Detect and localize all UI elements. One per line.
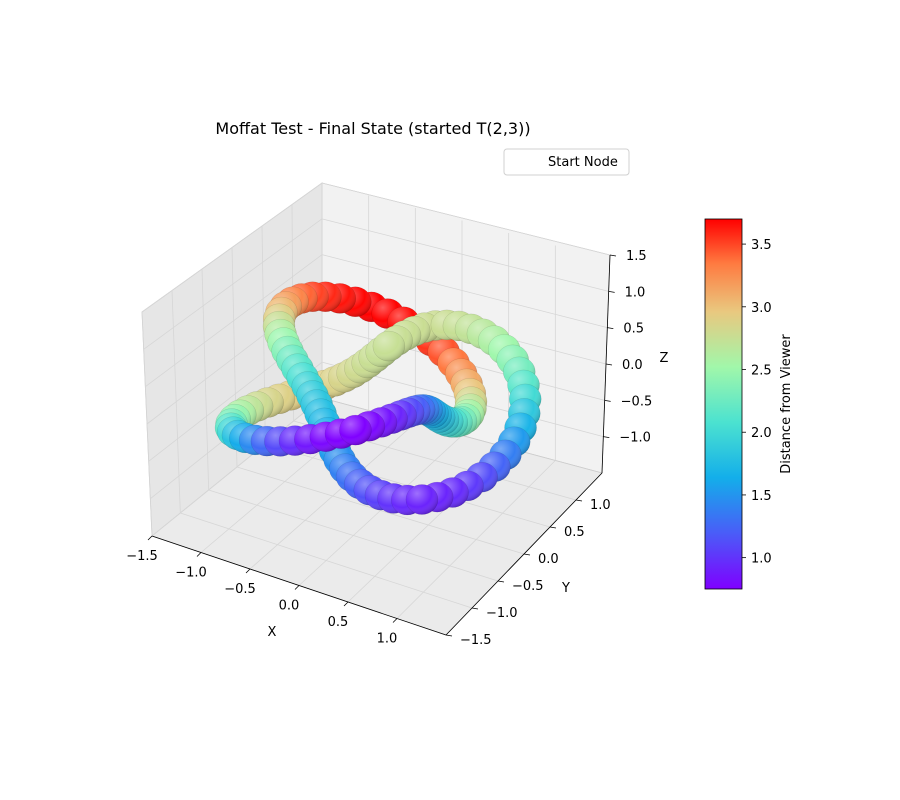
colorbar-tick-label: 3.0 xyxy=(751,301,772,316)
colorbar-ticks: 1.0 1.5 2.0 2.5 3.0 3.5 xyxy=(742,238,772,567)
z-tick-label: 1.0 xyxy=(625,285,646,300)
x-tick-mark xyxy=(294,585,300,590)
x-tick-label: 0.5 xyxy=(328,615,349,630)
z-tick-mark xyxy=(603,436,610,439)
colorbar-label: Distance from Viewer xyxy=(779,334,794,474)
x-tick-label: −1.5 xyxy=(126,549,158,564)
z-tick-mark xyxy=(604,399,611,402)
y-grid-line xyxy=(236,466,525,555)
z-grid-line xyxy=(141,182,323,313)
z-tick-label: 0.0 xyxy=(622,358,643,373)
z-tick-label: 0.5 xyxy=(623,322,644,337)
y-tick-mark xyxy=(471,607,479,610)
knot-node-shading xyxy=(339,415,372,446)
z-grid-line xyxy=(145,254,323,387)
y-tick-label: −1.5 xyxy=(460,633,492,648)
legend-frame xyxy=(503,148,630,176)
z-axis-label: Z xyxy=(660,351,669,366)
y-tick-mark xyxy=(549,526,557,529)
z-tick-mark xyxy=(605,363,613,366)
x-tick-mark xyxy=(196,552,202,557)
y-tick-label: −0.5 xyxy=(512,579,544,594)
x-tick-mark xyxy=(147,535,153,541)
x-axis-label: X xyxy=(268,625,277,640)
z-tick-label: 1.5 xyxy=(626,249,647,264)
chart-title: Moffat Test - Final State (started T(2,3… xyxy=(215,119,530,138)
z-tick-mark xyxy=(609,254,617,257)
z-tick-mark xyxy=(608,290,615,293)
x-tick-label: −0.5 xyxy=(224,582,256,597)
y-grid-line xyxy=(180,512,473,609)
x-tick-label: 0.0 xyxy=(279,599,300,614)
legend-entry-start-node: Start Node xyxy=(548,155,618,170)
z-tick-label: −1.0 xyxy=(619,431,651,446)
colorbar-gradient xyxy=(704,218,743,590)
x-tick-label: −1.0 xyxy=(175,566,207,581)
axis-ticks: −1.5 −1.0 −0.5 0.0 0.5 1.0 −1.5 −1.0 −0.5 0.0 0.5 1… xyxy=(126,249,652,648)
knot-node-shading xyxy=(405,484,438,515)
knot-node-shading xyxy=(372,331,405,362)
y-tick-label: 0.0 xyxy=(538,552,559,567)
x-tick-label: 1.0 xyxy=(377,632,398,647)
x-tick-mark xyxy=(343,601,349,607)
colorbar-tick-label: 1.0 xyxy=(751,552,772,567)
y-axis-label: Y xyxy=(561,581,570,596)
z-grid-line xyxy=(321,254,608,329)
y-tick-mark xyxy=(497,580,505,583)
y-tick-label: 0.5 xyxy=(564,525,585,540)
x-tick-mark xyxy=(392,618,398,623)
z-grid-line xyxy=(143,218,323,350)
y-tick-mark xyxy=(523,553,531,556)
z-grid-line xyxy=(321,182,611,256)
y-tick-label: 1.0 xyxy=(590,498,611,513)
colorbar-tick-label: 2.0 xyxy=(751,426,772,441)
legend: Start Node xyxy=(503,148,630,176)
z-tick-label: −0.5 xyxy=(621,394,653,409)
colorbar-tick-label: 2.5 xyxy=(751,364,772,379)
z-tick-mark xyxy=(607,327,614,330)
y-tick-mark xyxy=(575,499,583,502)
colorbar-tick-label: 1.5 xyxy=(751,489,772,504)
colorbar-tick-label: 3.5 xyxy=(751,238,772,253)
knot-nodes xyxy=(214,281,542,516)
y-tick-label: −1.0 xyxy=(486,606,518,621)
colorbar: 1.0 1.5 2.0 2.5 3.0 3.5 Distance from Viewer xyxy=(704,218,794,590)
y-grid-line xyxy=(208,489,499,582)
y-tick-mark xyxy=(445,634,453,637)
z-grid-line xyxy=(321,218,609,292)
x-tick-mark xyxy=(245,568,251,574)
